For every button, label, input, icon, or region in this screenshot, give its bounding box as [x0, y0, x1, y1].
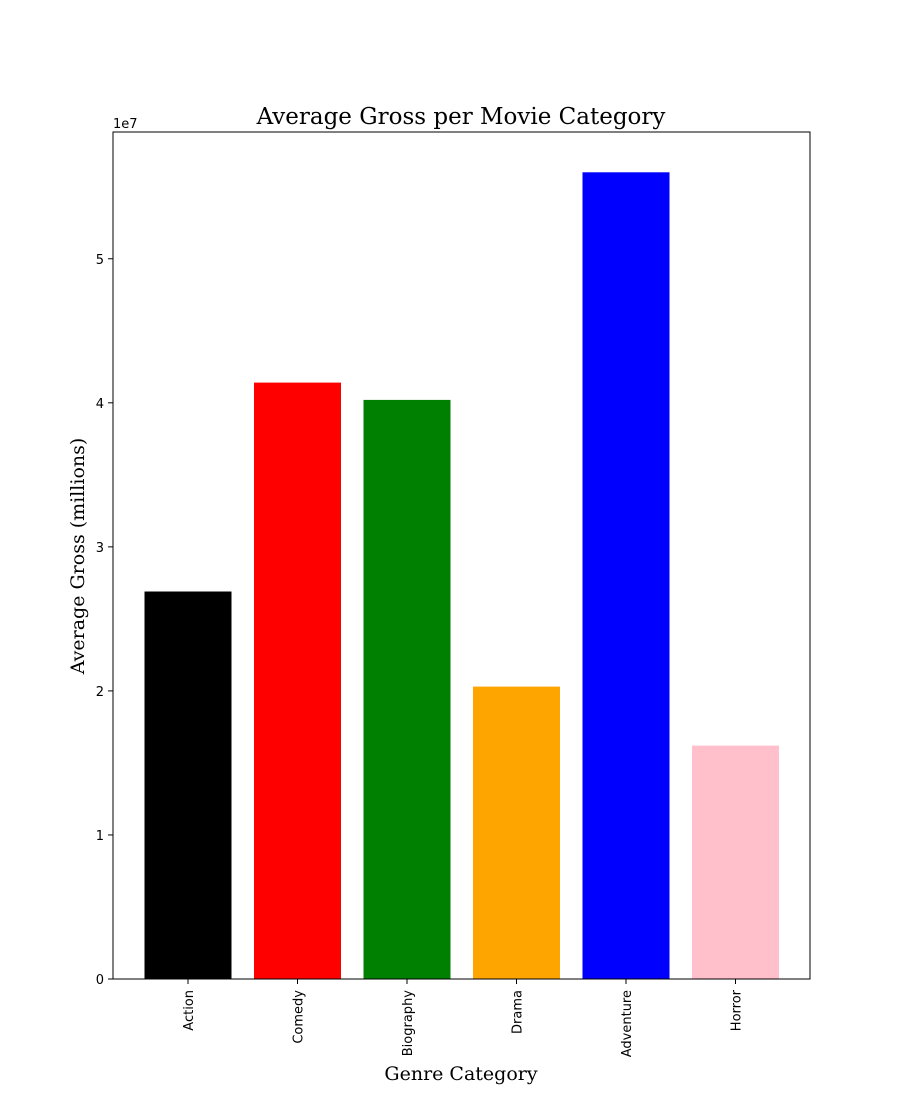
y-axis-offset-label: 1e7 — [113, 117, 138, 132]
y-tick-label: 2 — [96, 685, 104, 700]
chart-title: Average Gross per Movie Category — [256, 104, 666, 130]
x-tick-label: Adventure — [620, 990, 635, 1057]
y-axis-label: Average Gross (millions) — [67, 438, 89, 676]
bar-drama — [473, 686, 560, 979]
bar-biography — [363, 399, 451, 979]
bar-action — [144, 591, 232, 979]
x-axis-ticks: Action Comedy Biography Drama Adventure Horro… — [182, 979, 745, 1057]
x-tick-label: Horror — [730, 989, 745, 1031]
y-tick-label: 3 — [96, 541, 104, 556]
x-tick-label: Action — [182, 990, 197, 1031]
y-tick-label: 0 — [96, 973, 104, 988]
x-tick-label: Drama — [511, 990, 526, 1034]
y-tick-label: 1 — [96, 829, 104, 844]
plot-frame — [112, 131, 811, 980]
bar-comedy — [254, 382, 341, 980]
x-tick-label: Comedy — [292, 990, 307, 1044]
y-tick-label: 4 — [96, 397, 104, 412]
bar-adventure — [582, 172, 670, 980]
x-axis-label: Genre Category — [384, 1063, 537, 1085]
bars-layer — [144, 172, 779, 980]
y-tick-label: 5 — [96, 253, 104, 268]
x-tick-label: Biography — [401, 990, 416, 1057]
y-axis-ticks: 0 1 2 3 4 5 — [96, 253, 113, 988]
bar-horror — [692, 745, 779, 979]
